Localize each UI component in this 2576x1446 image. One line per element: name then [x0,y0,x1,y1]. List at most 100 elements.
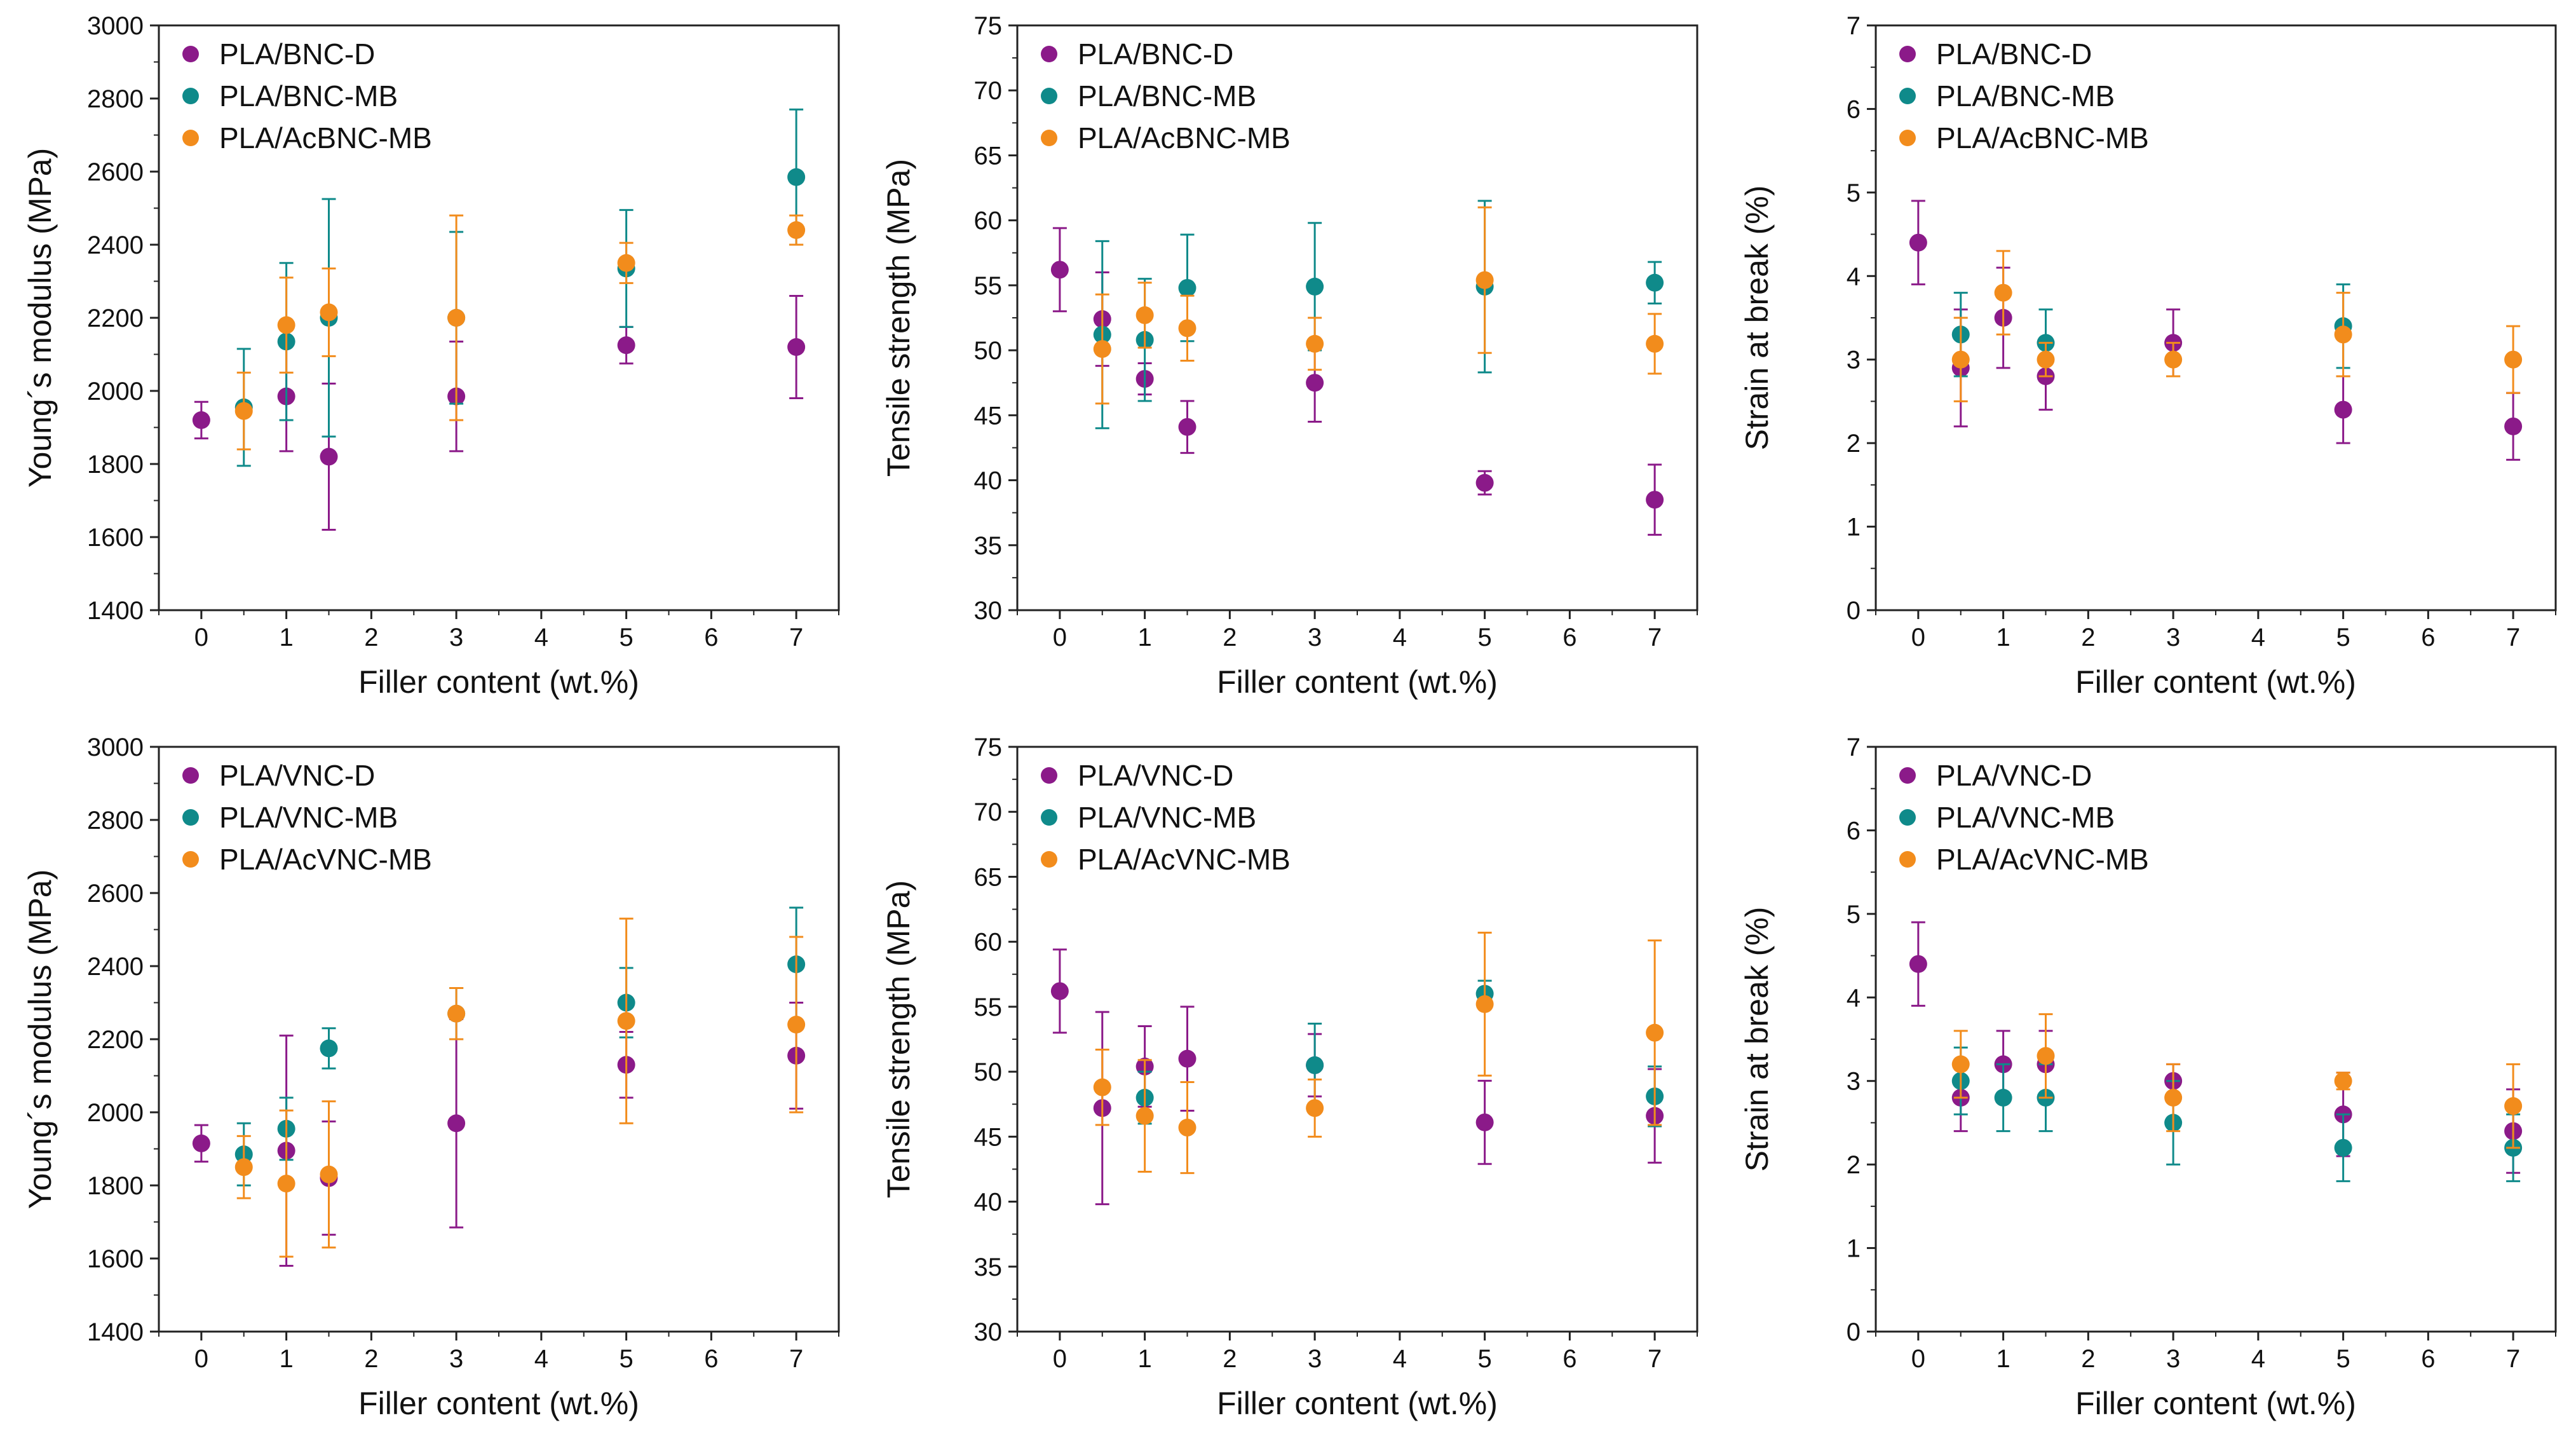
series-PLA/BNC-MB [1093,200,1664,430]
y-axis-label: Tensile strength (MPa) [881,159,916,477]
x-tick-label: 0 [1911,1345,1925,1373]
data-point [1909,233,1927,252]
x-tick-label: 1 [1996,624,2010,651]
y-tick-label: 1 [1847,1235,1861,1263]
chart-panel-2: 0 1 2 3 4 5 6 7 30 35 40 45 50 55 60 65 70 75 Filler conte… [858,0,1717,721]
legend-label: PLA/AcBNC-MB [219,121,432,154]
data-point [1306,334,1324,353]
data-point [1050,261,1069,279]
y-tick-label: 3000 [87,12,144,40]
data-point [2164,1089,2183,1107]
data-point [787,221,806,239]
data-point [1909,955,1927,973]
y-tick-label: 60 [974,207,1003,235]
series-PLA/AcVNC-MB [234,917,806,1258]
x-tick-label: 3 [2166,1345,2180,1373]
y-tick-label: 45 [974,402,1003,430]
x-tick-label: 2 [2081,1345,2095,1373]
y-axis-label: Strain at break (%) [1739,907,1775,1172]
x-tick-label: 1 [1138,1345,1152,1373]
x-axis-label: Filler content (wt.%) [358,664,639,700]
y-tick-label: 0 [1847,597,1861,625]
data-point [1994,1089,2012,1107]
y-tick-label: 40 [974,467,1003,495]
legend-label: PLA/VNC-MB [1936,801,2115,834]
y-tick-label: 45 [974,1123,1003,1151]
legend-label: PLA/VNC-MB [219,801,398,834]
data-point [234,402,253,420]
legend-marker [1899,130,1916,146]
data-point [320,303,338,322]
legend-marker [1899,88,1916,104]
y-tick-label: 65 [974,142,1003,170]
data-point [1646,491,1664,509]
x-tick-label: 5 [2336,1345,2350,1373]
plot-frame [1874,24,2557,611]
chart-panel-3: 0 1 2 3 4 5 6 7 0 1 2 3 4 5 6 7 Filler content (wt.%) Str… [1717,0,2575,721]
data-point [320,1039,338,1058]
legend-label: PLA/VNC-D [1078,759,1233,792]
y-tick-label: 2800 [87,807,144,835]
legend-label: PLA/BNC-D [219,38,375,71]
x-axis-label: Filler content (wt.%) [1217,1386,1498,1421]
data-point [1093,1078,1111,1096]
x-tick-label: 3 [449,624,463,651]
data-point [2334,325,2352,344]
chart-panel-4: 0 1 2 3 4 5 6 7 1400 1600 1800 2000 2200 2400 2600 2800… [0,721,858,1443]
legend-label: PLA/BNC-MB [219,79,398,113]
data-point [1951,350,1970,369]
x-tick-label: 5 [1478,624,1492,651]
chart-svg: 0 1 2 3 4 5 6 7 1400 1600 1800 2000 2200 2400 2600 2800… [22,733,840,1421]
data-point [1050,982,1069,1000]
data-point [1135,306,1154,324]
legend-label: PLA/BNC-MB [1936,79,2115,113]
y-tick-label: 2 [1847,430,1861,458]
chart-svg: 0 1 2 3 4 5 6 7 0 1 2 3 4 5 6 7 Filler content (wt.%) Str… [1739,12,2557,700]
x-tick-label: 4 [2251,1345,2265,1373]
data-point [277,1175,295,1193]
x-tick-label: 5 [620,1345,634,1373]
data-point [2334,400,2352,419]
series-PLA/BNC-MB [234,108,806,467]
x-tick-label: 6 [1563,1345,1576,1373]
data-point [2504,417,2523,435]
series-PLA/VNC-MB [234,906,806,1187]
legend: PLA/BNC-D PLA/BNC-MB PLA/AcBNC-MB [1899,38,2149,154]
legend-label: PLA/VNC-D [219,759,375,792]
y-tick-label: 3000 [87,733,144,761]
chart-svg: 0 1 2 3 4 5 6 7 1400 1600 1800 2000 2200 2400 2600 2800… [22,12,840,700]
data-point [1178,278,1196,297]
y-tick-label: 70 [974,77,1003,105]
data-point [2334,1138,2352,1157]
y-axis-label: Tensile strength (MPa) [881,880,916,1198]
legend-marker [1041,88,1057,104]
legend-marker [182,767,199,784]
x-tick-label: 0 [1053,624,1067,651]
y-tick-label: 50 [974,1058,1003,1086]
y-tick-label: 1800 [87,451,144,479]
legend-marker [1899,46,1916,62]
y-tick-label: 30 [974,1318,1003,1346]
legend: PLA/VNC-D PLA/VNC-MB PLA/AcVNC-MB [1041,759,1291,876]
x-tick-label: 7 [2506,624,2520,651]
y-tick-label: 40 [974,1189,1003,1217]
x-tick-label: 4 [2251,624,2265,651]
legend-label: PLA/AcBNC-MB [1078,121,1291,154]
data-point [1951,1055,1970,1074]
legend-marker [182,88,199,104]
data-point [1475,474,1494,492]
y-axis-label: Young´s modulus (MPa) [22,148,58,488]
series-PLA/VNC-D [1050,948,1664,1206]
data-point [2504,1097,2523,1115]
data-point [447,1004,466,1023]
data-point [1994,283,2012,302]
y-tick-label: 1800 [87,1172,144,1200]
y-tick-label: 1400 [87,597,144,625]
x-tick-label: 7 [2506,1345,2520,1373]
data-point [1475,995,1494,1013]
series-PLA/BNC-D [1909,200,2523,461]
x-tick-label: 5 [620,624,634,651]
